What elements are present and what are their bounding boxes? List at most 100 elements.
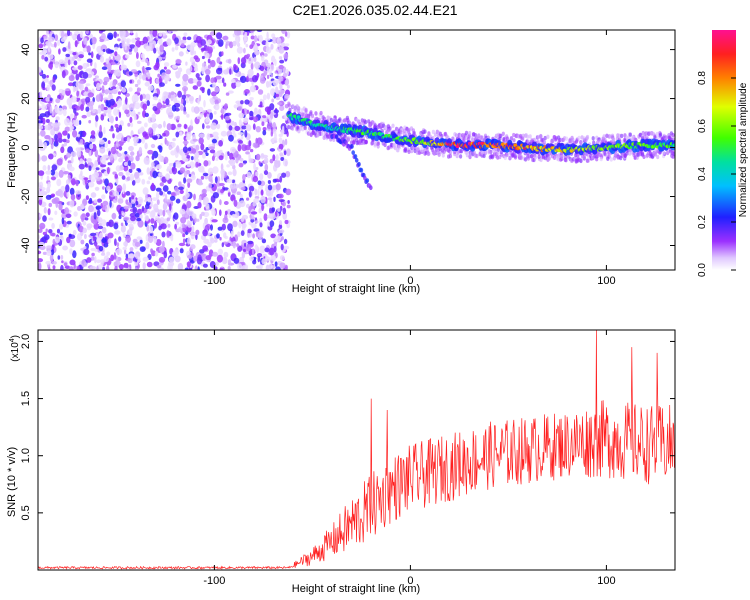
noise-blob [208,183,212,189]
noise-blob [107,112,112,118]
signal-halo [616,155,620,160]
noise-blob [107,238,112,244]
noise-blob [173,162,176,168]
noise-blob [211,219,218,223]
noise-blob [90,51,94,59]
noise-blob [90,232,97,237]
noise-blob [170,91,175,96]
noise-blob [243,47,246,54]
noise-blob [145,45,152,52]
signal-halo [391,123,395,128]
noise-blob [175,131,180,138]
noise-blob [94,149,99,158]
noise-blob [147,235,154,243]
noise-blob [265,40,269,48]
noise-blob [132,206,138,214]
signal-halo [602,134,606,139]
noise-blob [254,61,261,69]
noise-blob [186,113,190,118]
noise-blob [188,124,194,131]
noise-blob [229,68,232,75]
noise-blob [85,30,89,35]
colorbar-tick-label: 0.2 [697,215,708,229]
noise-blob [270,43,274,50]
noise-blob [284,43,290,47]
noise-blob [42,215,47,222]
noise-blob [226,67,229,75]
noise-blob [92,235,96,242]
noise-blob [263,157,269,164]
noise-blob [94,75,99,79]
noise-blob [38,105,41,110]
noise-blob [137,79,141,85]
noise-blob [137,196,144,205]
noise-blob [281,30,286,34]
noise-blob [152,170,158,179]
noise-blob [280,243,284,251]
noise-blob [101,33,106,41]
noise-blob [260,55,265,62]
noise-blob [48,217,54,221]
signal-halo [352,140,356,145]
noise-blob [129,173,135,182]
noise-blob [97,217,103,223]
noise-blob [71,178,76,186]
noise-blob [215,157,219,161]
noise-blob [178,186,184,191]
signal-halo [571,137,575,142]
noise-blob [148,176,152,180]
noise-blob [42,231,48,236]
noise-blob [100,259,104,267]
noise-blob [67,41,71,50]
secondary-branch-blob [359,167,364,173]
noise-blob [124,103,130,109]
signal-halo [403,147,407,152]
noise-blob [64,207,70,215]
noise-blob [278,64,284,70]
noise-blob [275,80,280,84]
noise-blob [203,211,210,218]
noise-blob [142,131,148,137]
noise-blob [192,85,198,90]
noise-blob [86,257,92,263]
noise-blob [135,60,141,68]
noise-blob [179,150,184,156]
noise-blob [114,195,118,201]
noise-blob [269,148,276,152]
noise-blob [101,66,108,70]
noise-blob [259,222,263,228]
noise-blob [104,178,109,187]
noise-blob [266,122,273,130]
noise-blob [249,97,254,101]
noise-blob [99,124,102,133]
noise-blob [232,40,237,47]
noise-blob [74,86,79,92]
signal-halo [577,135,581,141]
noise-blob [42,165,47,171]
noise-blob [216,233,220,239]
noise-blob [98,245,104,252]
snr-x-label: Height of straight line (km) [292,583,420,595]
noise-blob [202,201,207,206]
noise-blob [193,50,197,55]
noise-blob [282,201,286,207]
noise-blob [167,209,170,216]
noise-blob [254,188,258,196]
noise-blob [95,94,101,102]
noise-blob [213,103,220,111]
noise-blob [169,146,172,150]
noise-blob [55,116,60,121]
snr-y-label: SNR (10 * v/v) [6,447,18,517]
noise-blob [166,230,170,238]
secondary-branch-blob [365,178,370,184]
signal-halo [370,141,374,146]
noise-blob [63,171,70,175]
noise-blob [271,185,278,191]
noise-blob [128,103,135,111]
noise-blob [92,108,96,114]
noise-blob [206,113,210,118]
noise-blob [227,151,230,157]
noise-blob [245,151,250,155]
noise-blob [114,230,121,235]
signal-halo [650,153,654,158]
